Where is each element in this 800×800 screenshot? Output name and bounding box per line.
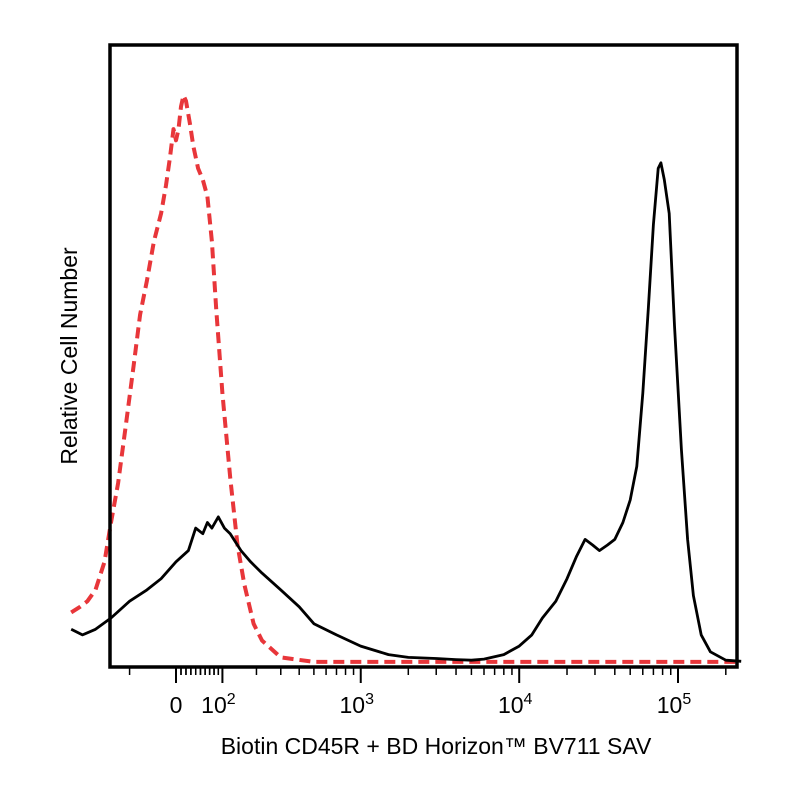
plot-frame (108, 43, 739, 669)
x-axis-tick-labels: 0 102 103 104 105 (170, 691, 692, 718)
x-axis-label: Biotin CD45R + BD Horizon™ BV711 SAV (221, 733, 652, 759)
series-layer (70, 93, 742, 664)
x-tick-label-4: 104 (498, 691, 533, 718)
x-tick-label-2: 102 (201, 691, 236, 718)
x-tick-label-3: 103 (339, 691, 374, 718)
x-tick-label-zero: 0 (170, 692, 183, 718)
x-axis-ticks (128, 667, 727, 683)
x-tick-label-5: 105 (657, 691, 692, 718)
series-line-control (70, 93, 742, 664)
series-line-stained (70, 161, 742, 663)
y-axis-label: Relative Cell Number (56, 247, 82, 465)
